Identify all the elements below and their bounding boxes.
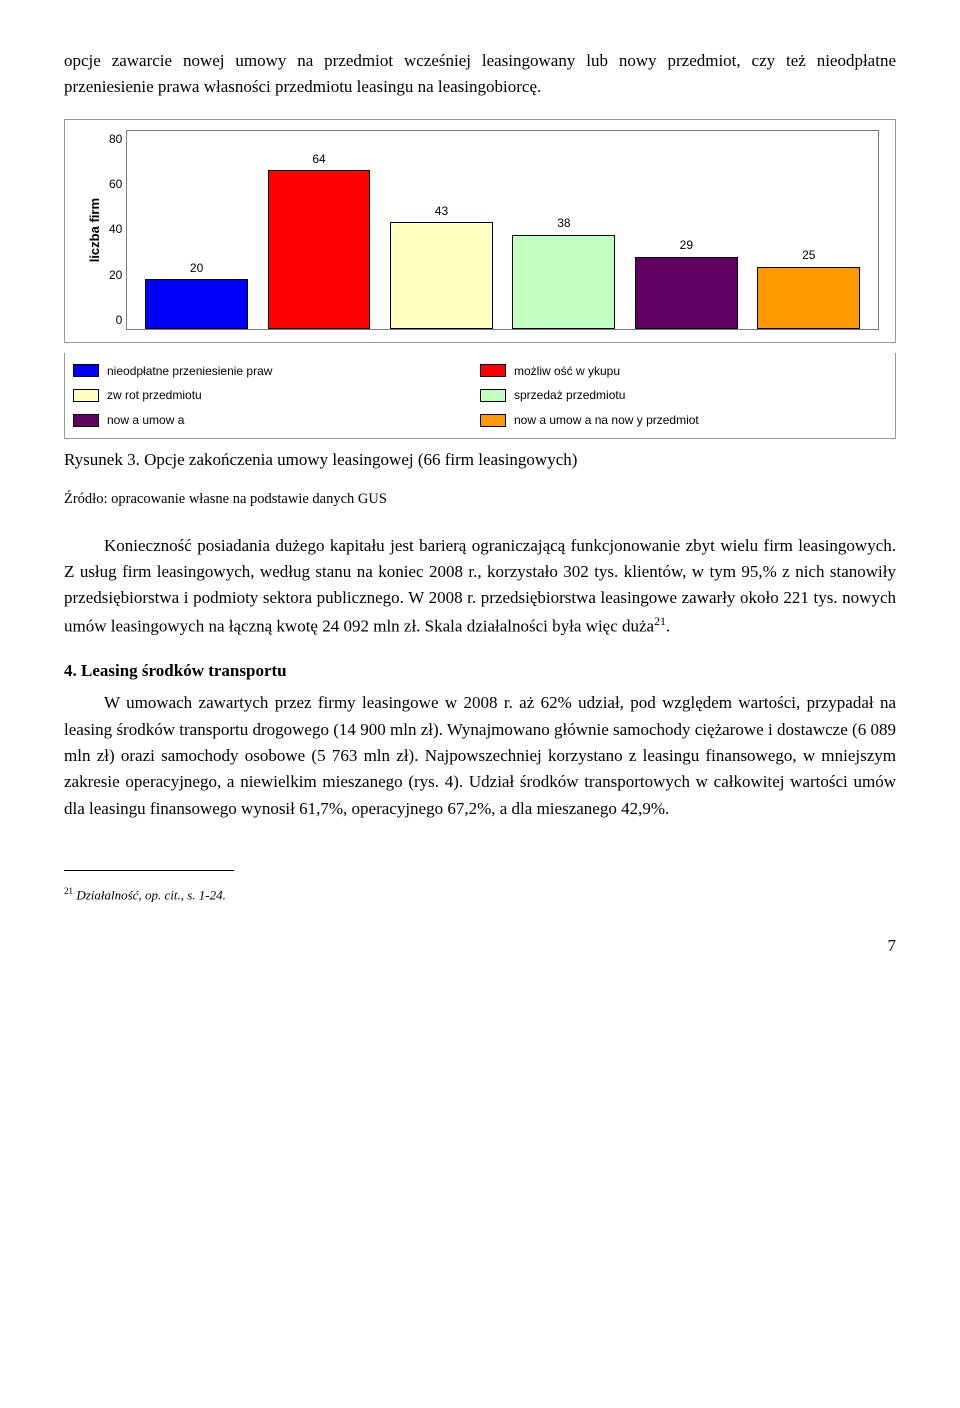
figure-source: Źródło: opracowanie własne na podstawie …: [64, 488, 896, 510]
bars-container: 20 64 43 38 29 25: [126, 130, 879, 330]
legend-swatch: [480, 389, 506, 402]
footnote-21: 21 Działalność, op. cit., s. 1-24.: [64, 884, 896, 905]
bar-value-label: 20: [190, 259, 203, 278]
body-text: Konieczność posiadania dużego kapitału j…: [64, 536, 896, 636]
footnote-text: Działalność, op. cit., s. 1-24.: [76, 887, 226, 902]
bar-value-label: 43: [435, 202, 448, 221]
plot-area: liczba firm 80 60 40 20 0 20 64 43 38 29 25: [81, 130, 879, 330]
y-tick: 60: [109, 175, 122, 194]
page-number: 7: [64, 933, 896, 959]
bar-column: 20: [145, 131, 248, 329]
legend-label: zw rot przedmiotu: [107, 386, 202, 405]
legend-label: now a umow a: [107, 411, 184, 430]
y-tick: 20: [109, 266, 122, 285]
bar-value-label: 25: [802, 246, 815, 265]
y-axis: liczba firm: [81, 130, 109, 330]
y-tick: 80: [109, 130, 122, 149]
figure-caption: Rysunek 3. Opcje zakończenia umowy leasi…: [64, 447, 896, 473]
legend-swatch: [480, 364, 506, 377]
legend-item: now a umow a na now y przedmiot: [480, 408, 887, 433]
bar-value-label: 38: [557, 214, 570, 233]
section-4-heading: 4. Leasing środków transportu: [64, 658, 896, 684]
bar: [635, 257, 738, 329]
legend-label: now a umow a na now y przedmiot: [514, 411, 699, 430]
footnote-ref: 21: [654, 614, 666, 628]
legend-swatch: [73, 364, 99, 377]
bar-value-label: 64: [312, 150, 325, 169]
legend-swatch: [73, 414, 99, 427]
bar: [268, 170, 371, 328]
y-tick: 40: [109, 220, 122, 239]
bar-value-label: 29: [680, 236, 693, 255]
body-paragraph-1: Konieczność posiadania dużego kapitału j…: [64, 533, 896, 640]
legend-label: możliw ość w ykupu: [514, 362, 620, 381]
y-tick: 0: [116, 311, 123, 330]
section-4-paragraph: W umowach zawartych przez firmy leasingo…: [64, 690, 896, 822]
bar-column: 64: [268, 131, 371, 329]
body-tail: .: [666, 616, 670, 635]
legend-item: sprzedaż przedmiotu: [480, 383, 887, 408]
bar: [390, 222, 493, 328]
legend-swatch: [480, 414, 506, 427]
intro-paragraph: opcje zawarcie nowej umowy na przedmiot …: [64, 48, 896, 101]
bar: [512, 235, 615, 329]
bar-column: 43: [390, 131, 493, 329]
legend-item: now a umow a: [73, 408, 480, 433]
chart-legend: nieodpłatne przeniesienie praw możliw ość…: [64, 353, 896, 440]
y-ticks: 80 60 40 20 0: [109, 130, 126, 330]
bar-chart: liczba firm 80 60 40 20 0 20 64 43 38 29 25: [64, 119, 896, 343]
bar: [757, 267, 860, 329]
bar-column: 25: [757, 131, 860, 329]
bar-column: 29: [635, 131, 738, 329]
legend-item: możliw ość w ykupu: [480, 359, 887, 384]
legend-label: sprzedaż przedmiotu: [514, 386, 625, 405]
footnote-separator: [64, 870, 234, 871]
footnote-number: 21: [64, 886, 73, 896]
bar: [145, 279, 248, 329]
bar-column: 38: [512, 131, 615, 329]
legend-item: zw rot przedmiotu: [73, 383, 480, 408]
legend-swatch: [73, 389, 99, 402]
legend-item: nieodpłatne przeniesienie praw: [73, 359, 480, 384]
y-axis-label: liczba firm: [85, 198, 105, 262]
legend-label: nieodpłatne przeniesienie praw: [107, 362, 272, 381]
